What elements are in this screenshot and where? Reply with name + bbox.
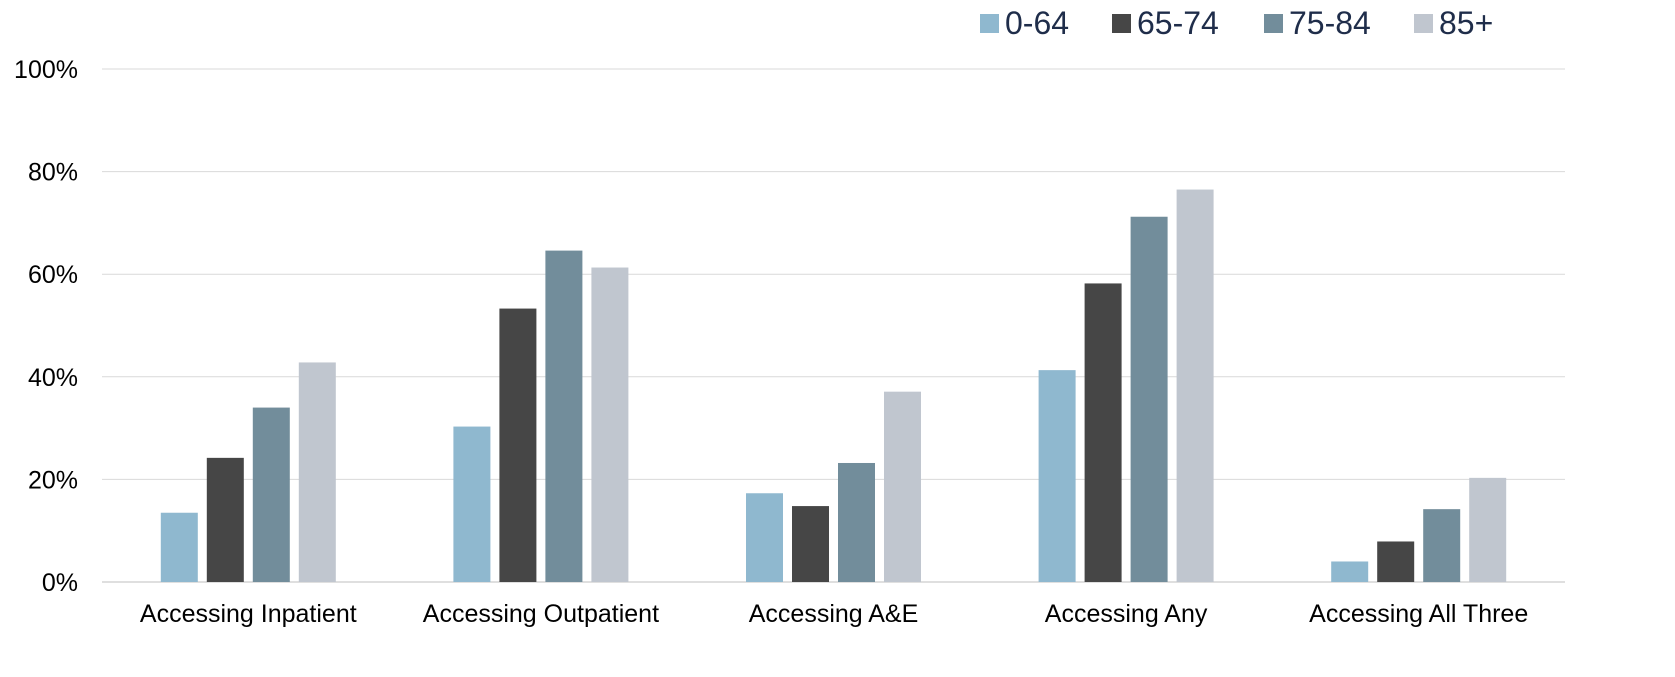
bar (545, 251, 582, 582)
legend-swatch (980, 14, 999, 33)
legend-swatch (1414, 14, 1433, 33)
bar (1085, 283, 1122, 582)
bar (453, 427, 490, 582)
legend-swatch (1264, 14, 1283, 33)
y-tick-label: 0% (42, 569, 78, 597)
y-axis-tick-labels: 0% 20% 40% 60% 80% 100% (14, 56, 78, 597)
bar (1039, 370, 1076, 582)
legend-label: 65-74 (1137, 5, 1219, 41)
x-category-label: Accessing A&E (749, 600, 919, 628)
bar (299, 362, 336, 582)
y-tick-label: 100% (14, 56, 78, 84)
legend-label: 85+ (1439, 5, 1493, 41)
x-axis-category-labels: Accessing Inpatient Accessing Outpatient A… (140, 600, 1528, 628)
bar (499, 309, 536, 582)
y-tick-label: 80% (28, 159, 78, 187)
legend-item: 85+ (1414, 5, 1493, 41)
bar (792, 506, 829, 582)
bar (1177, 190, 1214, 582)
bar (1377, 541, 1414, 582)
bar (207, 458, 244, 582)
bars (161, 190, 1506, 582)
legend-item: 65-74 (1112, 5, 1219, 41)
bar (884, 392, 921, 582)
bar (591, 268, 628, 582)
bar (161, 513, 198, 582)
y-tick-label: 60% (28, 261, 78, 289)
legend-item: 75-84 (1264, 5, 1371, 41)
legend-label: 75-84 (1289, 5, 1371, 41)
bar (746, 493, 783, 582)
legend: 0-64 65-74 75-84 85+ (980, 5, 1493, 41)
x-category-label: Accessing All Three (1309, 600, 1528, 628)
bar (838, 463, 875, 582)
bar (1331, 561, 1368, 582)
legend-label: 0-64 (1005, 5, 1069, 41)
x-category-label: Accessing Inpatient (140, 600, 357, 628)
bar (1469, 478, 1506, 582)
legend-swatch (1112, 14, 1131, 33)
bar (1131, 217, 1168, 582)
y-tick-label: 20% (28, 466, 78, 494)
x-category-label: Accessing Outpatient (423, 600, 659, 628)
legend-item: 0-64 (980, 5, 1069, 41)
bar (253, 408, 290, 582)
x-category-label: Accessing Any (1045, 600, 1208, 628)
bar (1423, 509, 1460, 582)
y-tick-label: 40% (28, 364, 78, 392)
